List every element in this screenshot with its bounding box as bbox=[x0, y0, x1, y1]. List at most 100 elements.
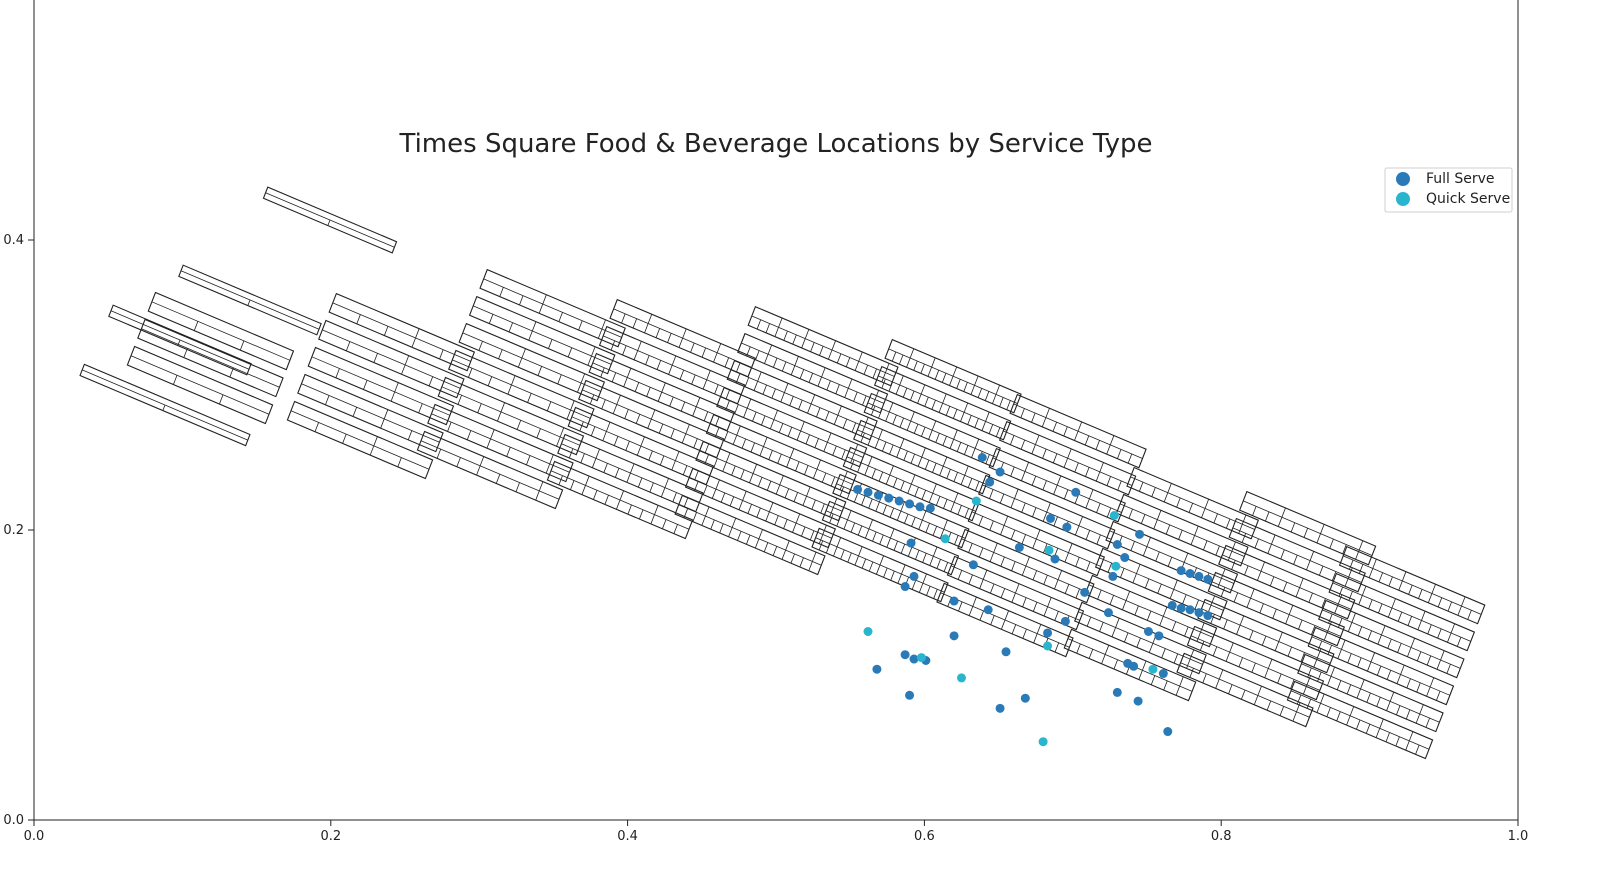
lot-line bbox=[683, 508, 688, 518]
lot-line bbox=[1249, 630, 1254, 641]
lot-line bbox=[162, 404, 166, 411]
full-serve-point bbox=[853, 484, 863, 494]
lot-line bbox=[1163, 680, 1168, 691]
lot-line bbox=[130, 355, 270, 415]
lot-line bbox=[982, 484, 1112, 540]
lot-line bbox=[995, 427, 1001, 437]
lot-line bbox=[778, 423, 784, 433]
lot-line bbox=[1418, 589, 1423, 599]
lot-line bbox=[495, 474, 501, 484]
lot-line bbox=[1342, 544, 1347, 555]
lot-line bbox=[756, 507, 761, 518]
x-tick-label: 0.8 bbox=[1211, 829, 1232, 844]
lot-line bbox=[335, 368, 340, 378]
lot-line bbox=[519, 295, 524, 306]
lot-line bbox=[842, 418, 848, 429]
lot-line bbox=[1220, 587, 1226, 597]
city-block-basemap bbox=[79, 186, 1486, 760]
lot-line bbox=[1086, 616, 1092, 627]
lot-line bbox=[1210, 614, 1215, 624]
lot-line bbox=[1243, 500, 1373, 556]
x-tick-label: 1.0 bbox=[1508, 829, 1529, 844]
lot-line bbox=[756, 319, 762, 330]
lot-line bbox=[1338, 586, 1343, 597]
lot-line bbox=[814, 438, 819, 448]
lot-line bbox=[515, 482, 520, 492]
lot-line bbox=[741, 438, 747, 449]
lot-line bbox=[1317, 640, 1323, 651]
lot-line bbox=[1296, 694, 1302, 705]
lot-line bbox=[805, 434, 810, 445]
lot-line bbox=[847, 552, 852, 563]
lot-line bbox=[922, 553, 927, 563]
full-serve-point bbox=[909, 571, 919, 581]
lot-line bbox=[1130, 476, 1255, 530]
lot-line bbox=[902, 387, 908, 398]
lot-line bbox=[1427, 624, 1432, 635]
lot-line bbox=[1011, 624, 1017, 634]
lot-line bbox=[1084, 435, 1090, 446]
lot-line bbox=[1290, 679, 1295, 689]
lot-line bbox=[725, 389, 731, 399]
lot-line bbox=[878, 375, 1008, 431]
lot-line bbox=[755, 350, 760, 360]
city-block bbox=[1238, 490, 1377, 566]
lot-line bbox=[1201, 608, 1331, 664]
lot-line bbox=[1054, 611, 1059, 621]
full-serve-point bbox=[1129, 661, 1139, 671]
lot-line bbox=[1346, 684, 1352, 695]
lot-line bbox=[900, 480, 905, 491]
lot-line bbox=[546, 401, 552, 412]
city-block bbox=[479, 268, 626, 348]
lot-line bbox=[363, 380, 368, 390]
lot-line bbox=[688, 477, 832, 539]
lot-line bbox=[1010, 435, 1015, 445]
lot-line bbox=[835, 384, 840, 394]
lot-line bbox=[1202, 673, 1207, 684]
lot-line bbox=[683, 497, 689, 507]
lot-line bbox=[762, 384, 767, 395]
lot-line bbox=[857, 429, 987, 485]
lot-line bbox=[825, 510, 955, 566]
lot-line bbox=[1321, 598, 1326, 608]
lot-line bbox=[990, 583, 995, 594]
lot-line bbox=[729, 496, 735, 507]
lot-line bbox=[799, 557, 804, 568]
lot-line bbox=[731, 465, 736, 476]
lot-line bbox=[483, 278, 622, 338]
lot-line bbox=[845, 357, 851, 367]
lot-line bbox=[857, 462, 862, 473]
full-serve-point bbox=[1062, 522, 1072, 532]
quick-serve-point bbox=[863, 627, 873, 636]
lot-line bbox=[1397, 611, 1403, 622]
lot-line bbox=[989, 489, 994, 499]
lot-line bbox=[989, 520, 994, 531]
city-block bbox=[695, 440, 847, 522]
lot-line bbox=[1290, 690, 1430, 750]
lot-line bbox=[473, 305, 612, 365]
lot-line bbox=[945, 406, 951, 416]
lot-line bbox=[672, 492, 677, 502]
lot-line bbox=[557, 374, 562, 385]
lot-line bbox=[1301, 663, 1440, 723]
lot-line bbox=[579, 421, 584, 432]
lot-line bbox=[893, 540, 898, 551]
city-block bbox=[726, 359, 878, 441]
lot-line bbox=[601, 399, 606, 410]
lot-line bbox=[1161, 648, 1166, 659]
lot-line bbox=[1328, 613, 1333, 624]
lot-line bbox=[499, 287, 504, 297]
quick-serve-point bbox=[1043, 641, 1053, 651]
lot-line bbox=[1406, 678, 1411, 689]
lot-line bbox=[1251, 662, 1256, 673]
lot-line bbox=[931, 400, 936, 410]
lot-line bbox=[1113, 659, 1118, 670]
lot-line bbox=[861, 495, 866, 506]
lot-line bbox=[862, 395, 867, 406]
lot-line bbox=[725, 400, 730, 411]
x-tick-label: 0.6 bbox=[914, 829, 935, 844]
lot-line bbox=[613, 308, 752, 368]
lot-line bbox=[1306, 698, 1312, 709]
lot-line bbox=[592, 362, 731, 422]
